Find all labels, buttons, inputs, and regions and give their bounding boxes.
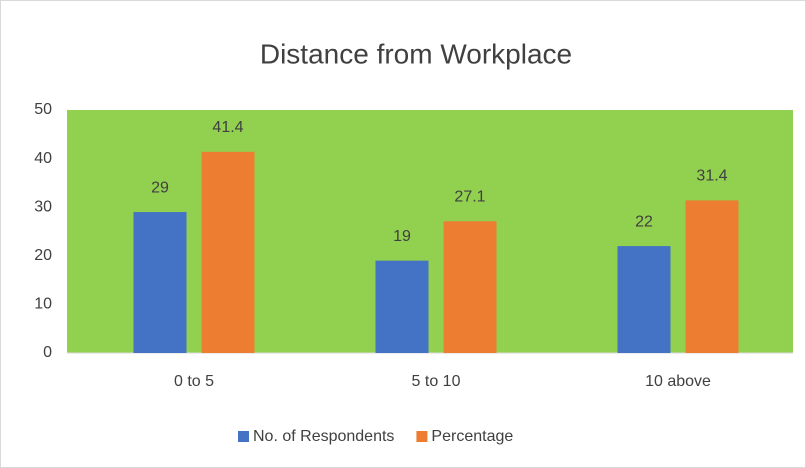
legend-label: No. of Respondents: [253, 428, 394, 445]
chart-title: Distance from Workplace: [260, 38, 572, 69]
x-tick-label: 5 to 10: [412, 373, 461, 390]
y-tick-label: 40: [34, 150, 52, 167]
y-tick-label: 0: [43, 344, 52, 361]
bar: [375, 260, 429, 353]
bar: [617, 246, 671, 353]
bar: [201, 151, 255, 353]
y-tick-label: 50: [34, 101, 52, 118]
bar: [685, 200, 739, 353]
data-label: 31.4: [696, 168, 727, 185]
data-label: 41.4: [212, 119, 243, 136]
x-tick-label: 10 above: [645, 373, 711, 390]
data-label: 27.1: [454, 189, 485, 206]
y-tick-label: 20: [34, 247, 52, 264]
data-label: 19: [393, 228, 411, 245]
data-label: 29: [151, 179, 169, 196]
y-tick-label: 10: [34, 296, 52, 313]
plot-area: [67, 110, 793, 353]
y-tick-label: 30: [34, 198, 52, 215]
data-label: 22: [635, 213, 653, 230]
bar: [443, 221, 497, 353]
legend-swatch: [416, 431, 428, 442]
legend-swatch: [238, 431, 249, 442]
bar: [133, 212, 187, 353]
x-tick-label: 0 to 5: [174, 373, 214, 390]
legend-label: Percentage: [431, 428, 513, 445]
